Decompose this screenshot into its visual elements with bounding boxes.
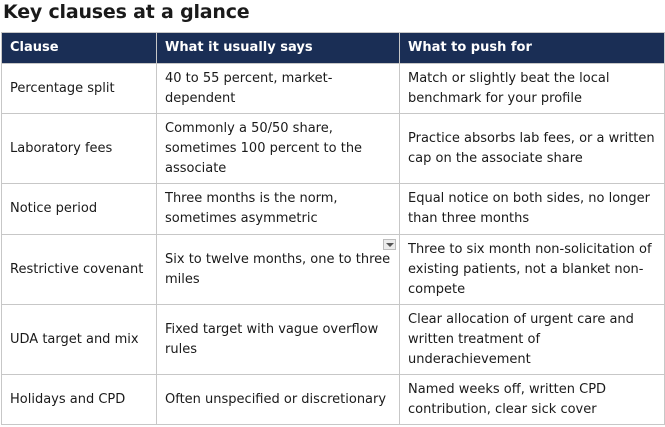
chevron-down-icon[interactable]	[383, 239, 396, 250]
clauses-table: Clause What it usually says What to push…	[1, 32, 665, 425]
table-row: Holidays and CPD Often unspecified or di…	[1, 374, 665, 425]
clause-cell: Restrictive covenant	[1, 234, 157, 305]
clause-cell: Notice period	[1, 183, 157, 235]
push-for-cell: Named weeks off, written CPD contributio…	[399, 374, 665, 425]
push-for-cell: Equal notice on both sides, no longer th…	[399, 183, 665, 235]
column-header-clause: Clause	[1, 32, 157, 64]
table-row: Percentage split 40 to 55 percent, marke…	[1, 63, 665, 114]
page-title: Key clauses at a glance	[3, 1, 250, 23]
clause-cell: Percentage split	[1, 63, 157, 114]
column-header-usually-says: What it usually says	[156, 32, 400, 64]
usually-says-cell: Often unspecified or discretionary	[156, 374, 400, 425]
table-row: Notice period Three months is the norm, …	[1, 183, 665, 235]
push-for-cell: Practice absorbs lab fees, or a written …	[399, 113, 665, 184]
table-row: UDA target and mix Fixed target with vag…	[1, 304, 665, 375]
usually-says-cell: Commonly a 50/50 share, sometimes 100 pe…	[156, 113, 400, 184]
usually-says-cell: Six to twelve months, one to three miles	[156, 234, 400, 305]
table-header-row: Clause What it usually says What to push…	[1, 32, 665, 64]
usually-says-cell: Fixed target with vague overflow rules	[156, 304, 400, 375]
table-row: Restrictive covenant Six to twelve month…	[1, 234, 665, 305]
push-for-cell: Match or slightly beat the local benchma…	[399, 63, 665, 114]
usually-says-text: Six to twelve months, one to three miles	[165, 251, 391, 287]
column-header-push-for: What to push for	[399, 32, 665, 64]
table-row: Laboratory fees Commonly a 50/50 share, …	[1, 113, 665, 184]
clause-cell: UDA target and mix	[1, 304, 157, 375]
push-for-cell: Clear allocation of urgent care and writ…	[399, 304, 665, 375]
clause-cell: Holidays and CPD	[1, 374, 157, 425]
clause-cell: Laboratory fees	[1, 113, 157, 184]
usually-says-cell: Three months is the norm, sometimes asym…	[156, 183, 400, 235]
usually-says-cell: 40 to 55 percent, market-dependent	[156, 63, 400, 114]
push-for-cell: Three to six month non-solicitation of e…	[399, 234, 665, 305]
